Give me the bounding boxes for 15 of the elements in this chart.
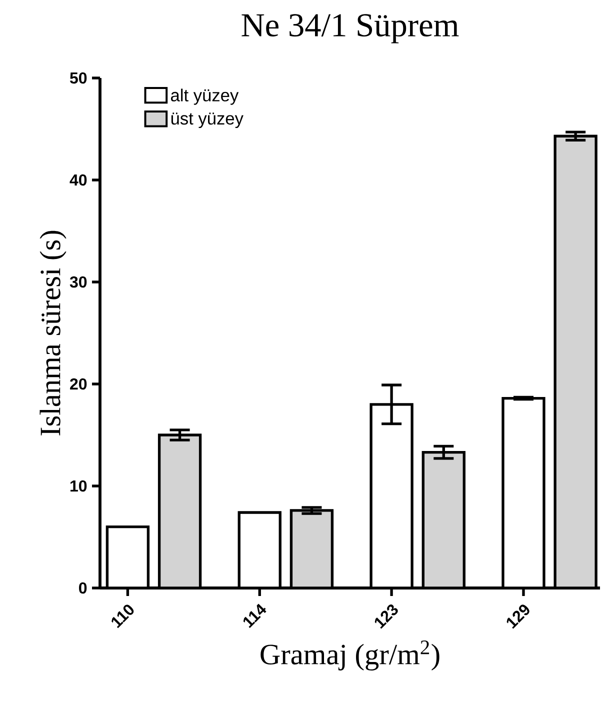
y-tick-label: 0 (79, 582, 87, 594)
y-tick-label: 40 (70, 174, 87, 186)
y-tick-label: 20 (70, 378, 87, 390)
chart-title: Ne 34/1 Süprem (242, 14, 459, 44)
y-tick-label: 50 (70, 72, 87, 84)
y-tick-label: 30 (70, 276, 87, 288)
x-tick-label: 110 (112, 604, 134, 628)
legend-label: alt yüzey (171, 88, 239, 105)
x-axis-title: Gramaj (gr/m$^{2}$) (260, 640, 440, 671)
y-axis-title: Islanma süresi (s) (40, 230, 66, 436)
x-tick-label: 114 (243, 604, 266, 628)
y-tick-label: 10 (70, 480, 87, 492)
x-tick-label: 123 (374, 604, 398, 629)
x-tick-label: 129 (506, 604, 530, 629)
legend-label: üst yüzey (171, 112, 244, 128)
